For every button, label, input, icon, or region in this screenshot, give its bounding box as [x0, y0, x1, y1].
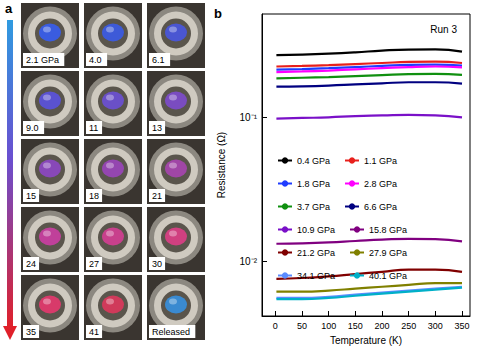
svg-text:24: 24 — [26, 259, 36, 269]
svg-text:27.9 GPa: 27.9 GPa — [369, 248, 407, 258]
svg-text:41: 41 — [89, 327, 99, 337]
svg-text:a: a — [5, 1, 13, 16]
svg-text:0: 0 — [273, 321, 278, 331]
svg-text:1.1 GPa: 1.1 GPa — [364, 156, 397, 166]
svg-text:35: 35 — [26, 327, 36, 337]
svg-text:10⁻¹: 10⁻¹ — [240, 112, 258, 123]
svg-text:27: 27 — [89, 259, 99, 269]
svg-text:Temperature (K): Temperature (K) — [330, 335, 402, 346]
svg-text:300: 300 — [428, 321, 443, 331]
svg-text:Released: Released — [152, 327, 190, 337]
svg-text:3.7 GPa: 3.7 GPa — [297, 202, 330, 212]
svg-text:4.0: 4.0 — [89, 55, 102, 65]
svg-text:10.9 GPa: 10.9 GPa — [297, 225, 335, 235]
svg-text:21.2 GPa: 21.2 GPa — [297, 248, 335, 258]
svg-text:6.6 GPa: 6.6 GPa — [364, 202, 397, 212]
svg-text:9.0: 9.0 — [26, 123, 39, 133]
svg-text:2.1 GPa: 2.1 GPa — [26, 55, 59, 65]
svg-text:200: 200 — [374, 321, 389, 331]
svg-text:1.8 GPa: 1.8 GPa — [297, 179, 330, 189]
svg-text:13: 13 — [152, 123, 162, 133]
svg-text:2.8 GPa: 2.8 GPa — [364, 179, 397, 189]
svg-text:150: 150 — [348, 321, 363, 331]
svg-text:15: 15 — [26, 191, 36, 201]
svg-text:30: 30 — [152, 259, 162, 269]
svg-text:b: b — [214, 6, 222, 21]
svg-text:18: 18 — [89, 191, 99, 201]
svg-text:350: 350 — [454, 321, 469, 331]
svg-text:15.8 GPa: 15.8 GPa — [369, 225, 407, 235]
svg-text:10⁻²: 10⁻² — [240, 256, 258, 267]
svg-text:40.1 GPa: 40.1 GPa — [369, 271, 407, 281]
svg-text:Run 3: Run 3 — [430, 24, 457, 35]
svg-text:Resistance (Ω): Resistance (Ω) — [216, 132, 227, 198]
svg-text:100: 100 — [321, 321, 336, 331]
svg-text:0.4 GPa: 0.4 GPa — [297, 156, 330, 166]
svg-text:250: 250 — [401, 321, 416, 331]
svg-text:21: 21 — [152, 191, 162, 201]
svg-text:50: 50 — [297, 321, 307, 331]
svg-text:11: 11 — [89, 123, 98, 133]
svg-text:34.1 GPa: 34.1 GPa — [297, 271, 335, 281]
svg-text:6.1: 6.1 — [152, 55, 165, 65]
